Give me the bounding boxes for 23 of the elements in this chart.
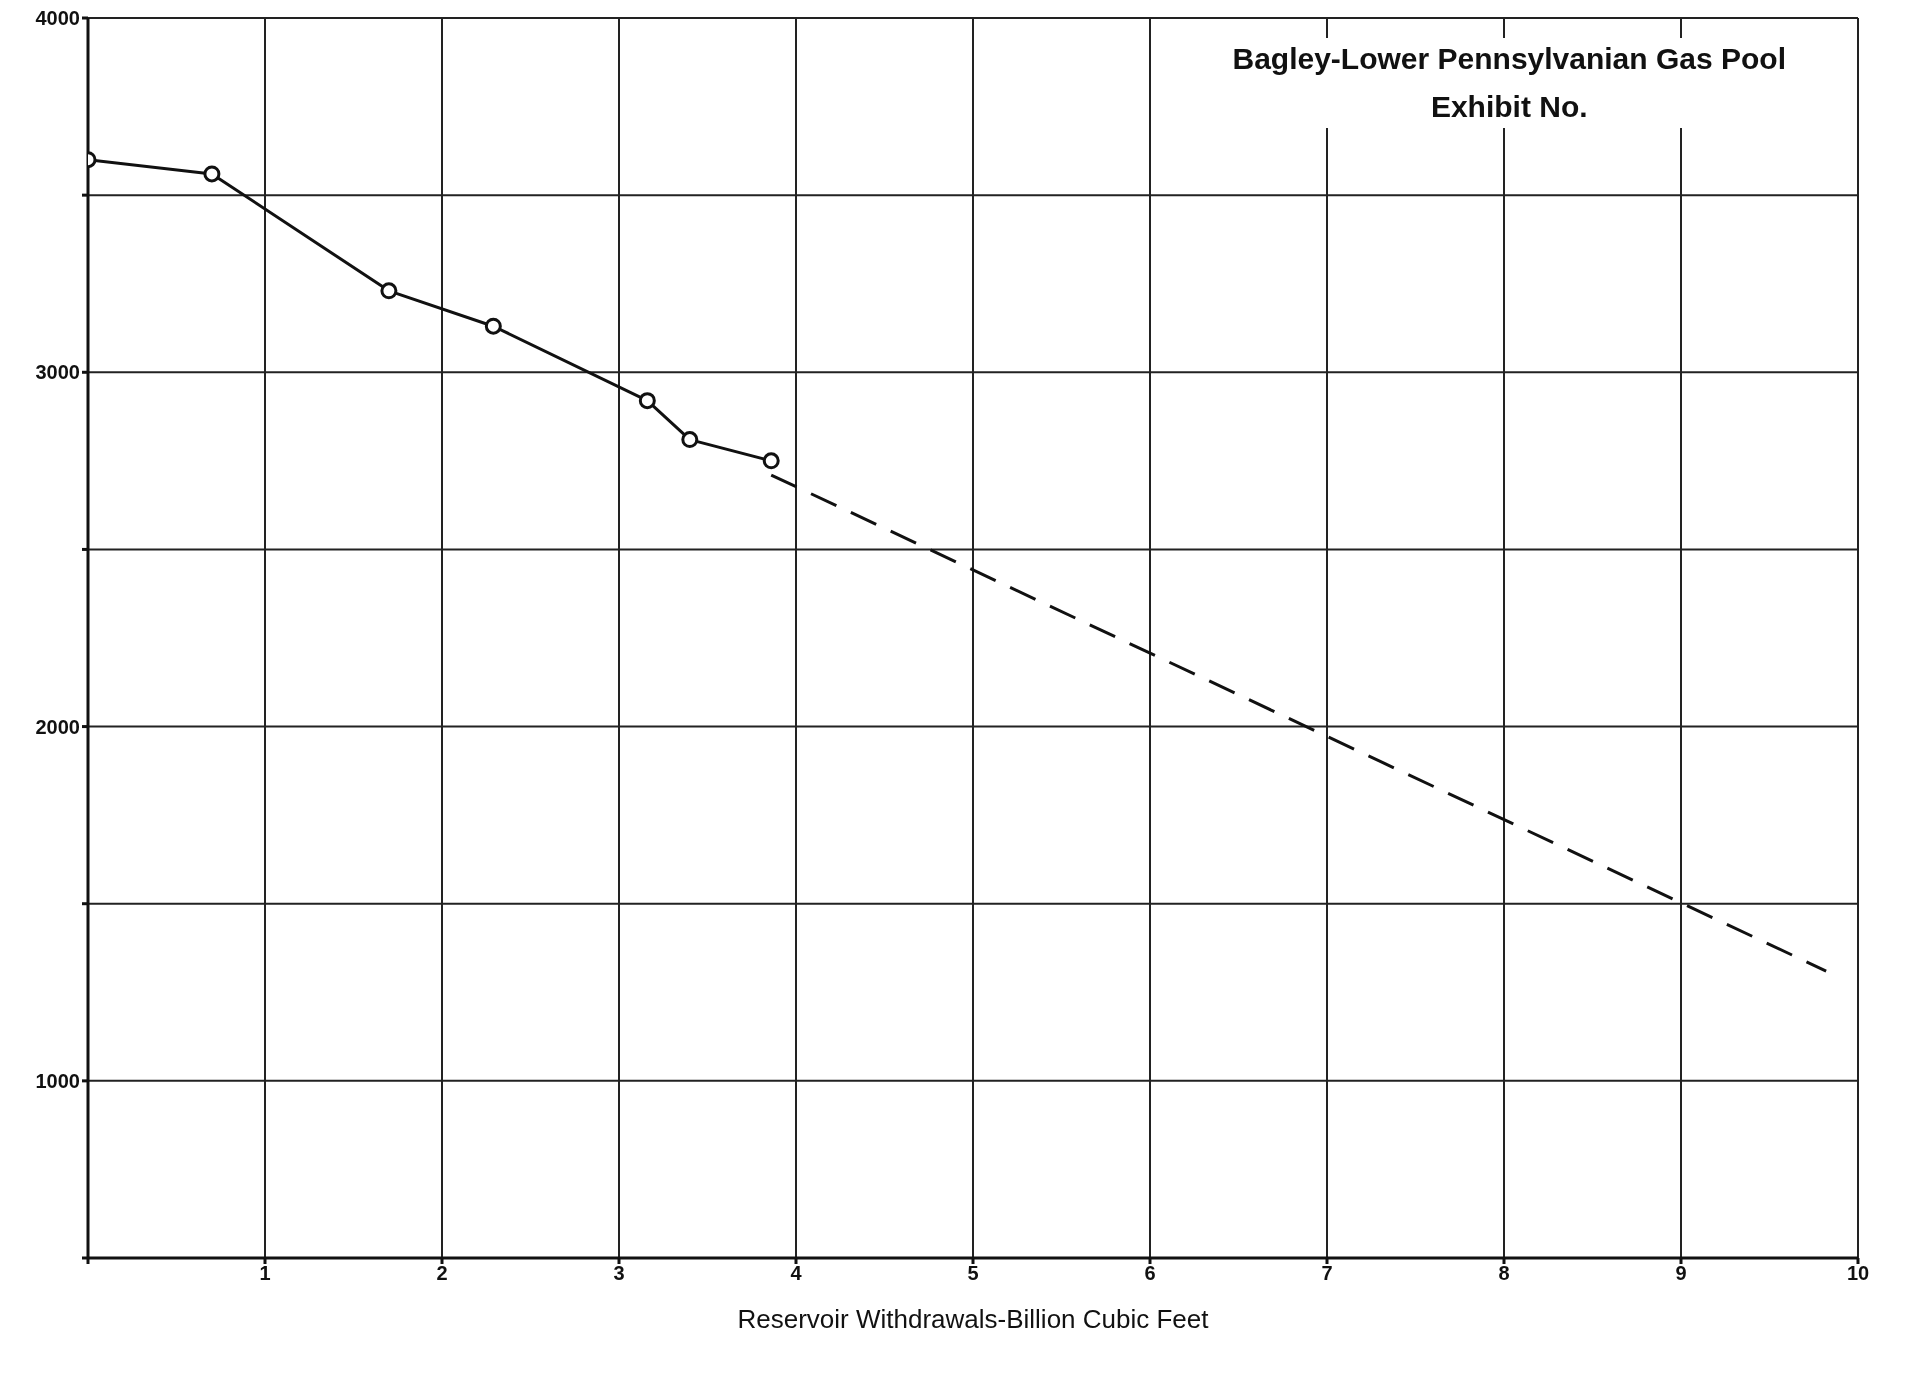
text: Exhibit No. [1429, 90, 1589, 124]
y-tick-label: 1000 [35, 1069, 80, 1092]
y-tick-label: 4000 [35, 7, 80, 30]
x-tick-label: 6 [1144, 1262, 1156, 1285]
x-tick-label: 5 [967, 1262, 979, 1285]
point [681, 431, 699, 449]
point [638, 392, 656, 410]
x-tick-label: 2 [436, 1262, 448, 1285]
x-tick-label: 8 [1498, 1262, 1510, 1285]
x-tick-label: 10 [1846, 1262, 1870, 1285]
x-tick-label: 3 [613, 1262, 625, 1285]
text: Bagley-Lower Pennsylvanian Gas Pool [1232, 42, 1786, 76]
y-tick-label: 3000 [35, 361, 80, 384]
point [484, 317, 502, 335]
x-tick-label: 7 [1321, 1262, 1333, 1285]
x-tick-label: 1 [259, 1262, 271, 1285]
x-tick-label: 4 [790, 1262, 803, 1285]
x-tick-label: 9 [1675, 1262, 1687, 1285]
point [762, 452, 780, 470]
point [203, 165, 221, 183]
point [380, 282, 398, 300]
x-axis-title: Reservoir Withdrawals-Billion Cubic Feet [737, 1304, 1210, 1334]
y-tick-label: 2000 [35, 715, 80, 738]
